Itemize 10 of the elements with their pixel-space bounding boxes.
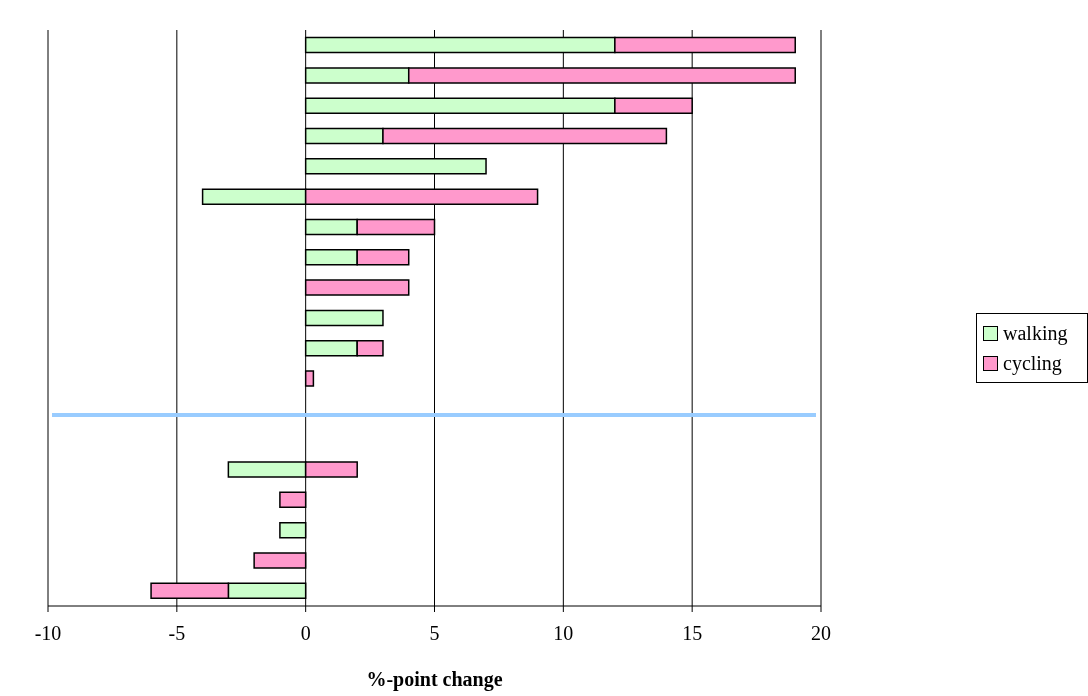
x-tick-label: 15 [682,622,703,645]
legend-label: walking [1003,321,1068,347]
x-tick-label: 0 [300,622,311,645]
x-tick-label: 10 [553,622,574,645]
legend-label: cycling [1003,351,1062,377]
x-tick-label: -10 [34,622,62,645]
x-tick-label: -5 [168,622,186,645]
x-tick-label: 20 [811,622,831,645]
x-axis-title: %-point change [366,668,503,691]
x-tick-label: 5 [429,622,440,645]
